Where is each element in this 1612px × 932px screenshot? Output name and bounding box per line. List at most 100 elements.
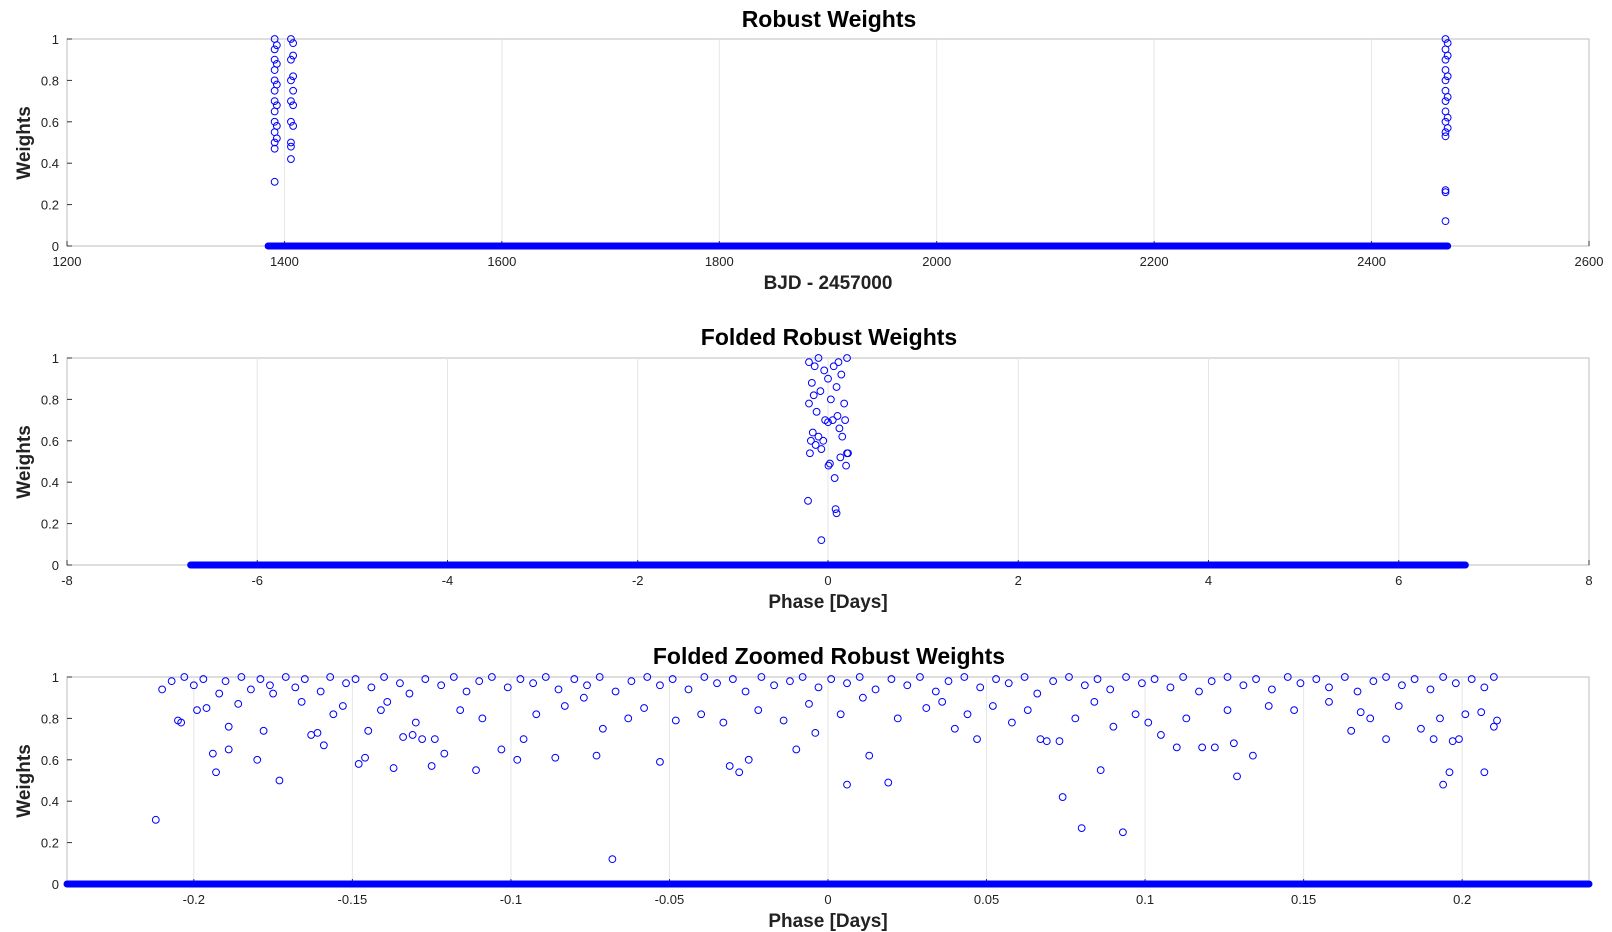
data-point — [805, 358, 813, 367]
data-point — [1223, 706, 1232, 715]
data-point — [583, 681, 591, 690]
data-point — [270, 138, 279, 147]
data-point — [817, 536, 826, 545]
data-point — [1020, 673, 1029, 681]
data-point — [827, 675, 836, 683]
data-point — [380, 673, 388, 681]
data-point — [1443, 39, 1452, 48]
data-point — [487, 673, 496, 681]
data-point — [478, 714, 487, 723]
data-point — [208, 749, 217, 758]
x-tick-label: -2 — [632, 573, 644, 588]
chart-title: Folded Zoomed Robust Weights — [653, 643, 1005, 669]
data-point — [807, 378, 816, 387]
data-point — [719, 718, 728, 727]
data-point — [1356, 708, 1365, 717]
data-point — [1182, 714, 1191, 723]
data-point — [1489, 673, 1498, 681]
data-point — [976, 683, 985, 692]
data-point — [1248, 751, 1257, 760]
data-point — [1150, 675, 1159, 683]
data-point — [1118, 828, 1127, 837]
data-point — [1055, 737, 1064, 746]
data-point — [1443, 51, 1452, 60]
x-tick-label: 2000 — [922, 254, 951, 269]
data-point — [992, 675, 1000, 683]
y-tick-label: 0.8 — [41, 392, 59, 407]
data-point — [1467, 675, 1476, 683]
data-point — [269, 689, 278, 698]
data-point — [1410, 675, 1419, 683]
data-point — [449, 673, 458, 681]
data-point — [1426, 685, 1435, 694]
data-point — [560, 702, 569, 710]
data-point — [1441, 132, 1450, 141]
data-point — [513, 755, 522, 764]
data-point — [725, 762, 734, 770]
data-point — [608, 855, 617, 864]
data-point — [814, 432, 823, 441]
data-point — [1065, 673, 1073, 681]
data-point — [826, 395, 835, 404]
data-point — [1042, 737, 1051, 746]
data-point — [1080, 681, 1089, 690]
data-point — [770, 681, 778, 690]
data-point — [408, 731, 417, 739]
data-point — [1369, 677, 1378, 686]
data-point — [1023, 706, 1032, 715]
data-point — [1093, 675, 1102, 683]
data-point — [684, 685, 693, 694]
data-point — [287, 155, 295, 163]
data-point — [1439, 780, 1448, 789]
data-point — [816, 387, 825, 396]
data-point — [1347, 726, 1356, 735]
data-point — [938, 697, 947, 706]
data-point — [272, 122, 281, 130]
data-point — [1325, 697, 1333, 706]
data-point — [855, 673, 864, 681]
data-point — [266, 681, 274, 690]
x-tick-label: -8 — [61, 573, 73, 588]
y-tick-label: 0.2 — [41, 517, 59, 532]
data-point — [270, 117, 279, 126]
data-point — [287, 117, 295, 126]
data-point — [287, 76, 295, 85]
data-point — [806, 436, 815, 445]
panel-folded-zoomed-robust-weights: Folded Zoomed Robust Weights -0.2 -0.15 -0… — [14, 643, 1593, 932]
data-point — [158, 685, 167, 694]
data-point — [1445, 768, 1454, 777]
data-point — [973, 735, 981, 743]
chart-title: Folded Robust Weights — [701, 324, 957, 350]
data-point — [1382, 735, 1390, 743]
data-point — [1296, 679, 1305, 688]
data-point — [287, 142, 295, 151]
data-point — [427, 762, 436, 770]
data-point — [819, 436, 828, 445]
x-tick-label: 8 — [1585, 573, 1592, 588]
data-point — [812, 407, 821, 416]
x-tick-label: 1200 — [53, 254, 82, 269]
y-tick-label: 0.8 — [41, 711, 59, 726]
data-point — [640, 704, 648, 712]
ticks: -0.2 -0.15 -0.1 -0.05 0 0.05 0.1 0.15 0.2 0 0.2 0.4… — [41, 670, 1471, 907]
x-tick-label: -0.2 — [183, 892, 205, 907]
data-point — [234, 700, 243, 708]
x-tick-label: 1600 — [487, 254, 516, 269]
x-tick-label: 0.15 — [1291, 892, 1316, 907]
x-tick-label: -0.1 — [500, 892, 522, 907]
data-point — [713, 679, 721, 688]
data-point — [671, 716, 680, 725]
data-points — [270, 35, 1452, 226]
data-point — [598, 724, 607, 733]
data-point — [700, 673, 709, 681]
data-point — [903, 681, 912, 690]
data-point — [656, 681, 664, 690]
data-point — [1441, 55, 1450, 64]
data-point — [411, 718, 420, 727]
data-point — [668, 675, 677, 683]
data-point — [887, 675, 896, 683]
y-tick-label: 0 — [52, 558, 59, 573]
data-point — [396, 679, 404, 688]
data-point — [270, 55, 279, 64]
